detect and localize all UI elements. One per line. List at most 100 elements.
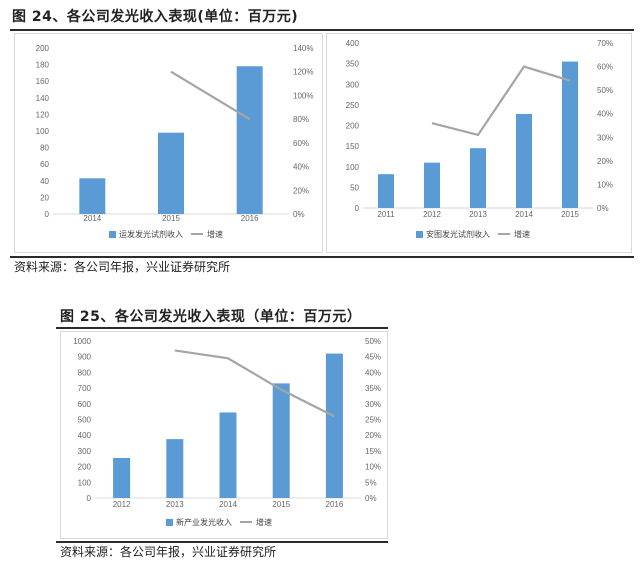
y-tick-label-right: 30% — [365, 400, 381, 409]
bar-2014 — [219, 412, 237, 498]
legend-line-label: 增速 — [256, 517, 272, 527]
bar-2011 — [378, 174, 394, 208]
y-tick-label-right: 15% — [365, 447, 381, 456]
y-tick-label-left: 600 — [78, 400, 92, 409]
y-tick-label-left: 100 — [346, 163, 360, 172]
x-tick-label: 2015 — [272, 500, 290, 509]
y-tick-label-left: 300 — [346, 80, 360, 89]
y-tick-label-right: 60% — [597, 63, 613, 72]
y-tick-label-left: 40 — [40, 177, 49, 186]
y-tick-label-right: 10% — [365, 463, 381, 472]
y-tick-label-left: 400 — [346, 39, 360, 48]
figure-25-title: 图 25、各公司发光收入表现（单位：百万元） — [60, 309, 362, 325]
y-tick-label-right: 100% — [293, 91, 313, 100]
y-tick-label-left: 0 — [355, 204, 360, 213]
y-tick-label-left: 0 — [87, 494, 92, 503]
bar-2013 — [470, 148, 486, 208]
y-tick-label-left: 400 — [78, 431, 92, 440]
figure-24-source: 资料来源：各公司年报，兴业证券研究所 — [14, 260, 231, 274]
y-tick-label-left: 200 — [346, 122, 360, 131]
legend-bar-swatch — [166, 519, 173, 526]
y-tick-label-left: 180 — [36, 61, 50, 70]
bar-2016 — [236, 66, 263, 214]
y-tick-label-left: 200 — [36, 44, 50, 53]
y-tick-label-left: 250 — [346, 101, 360, 110]
y-tick-label-left: 60 — [40, 160, 49, 169]
y-tick-label-left: 500 — [78, 416, 92, 425]
growth-line — [174, 349, 335, 418]
bar-2012 — [424, 162, 440, 208]
growth-line — [431, 65, 571, 137]
y-tick-label-right: 50% — [597, 86, 613, 95]
x-tick-label: 2012 — [423, 210, 441, 219]
y-tick-label-left: 80 — [40, 144, 49, 153]
y-tick-label-right: 5% — [365, 478, 377, 487]
y-tick-label-right: 140% — [293, 44, 313, 53]
y-tick-label-right: 50% — [365, 337, 381, 346]
y-tick-label-left: 140 — [36, 94, 50, 103]
y-tick-label-right: 0% — [597, 204, 609, 213]
chart-panel-3: 0 100 200 300 400 500 600 700 800 900 1000 0% 5% 10% 1… — [60, 331, 388, 539]
y-tick-label-left: 20 — [40, 193, 49, 202]
y-tick-label-left: 100 — [78, 478, 92, 487]
y-tick-label-right: 20% — [365, 431, 381, 440]
chart-panel-1: 0 20 40 60 80 100 120 140 160 180 200 0% 20% 40% 60% 80… — [14, 33, 323, 253]
y-tick-label-right: 45% — [365, 353, 381, 362]
x-tick-label: 2011 — [377, 210, 395, 219]
bar-2014 — [79, 178, 106, 214]
bar-2016 — [325, 353, 343, 498]
y-tick-label-left: 50 — [350, 183, 359, 192]
y-tick-label-left: 100 — [36, 127, 50, 136]
legend-line-label: 增速 — [207, 229, 223, 239]
figure-24-title: 图 24、各公司发光收入表现(单位：百万元) — [12, 9, 299, 25]
figure-24-top-rule — [10, 29, 634, 31]
y-tick-label-left: 900 — [78, 353, 92, 362]
y-tick-label-left: 0 — [45, 210, 50, 219]
y-tick-label-right: 0% — [293, 210, 305, 219]
x-tick-label: 2016 — [241, 214, 259, 223]
x-tick-label: 2016 — [326, 500, 344, 509]
y-tick-label-right: 120% — [293, 68, 313, 77]
growth-line — [170, 70, 251, 121]
legend-bar-label: 安图发光试剂收入 — [426, 229, 490, 239]
legend-bar-swatch — [416, 231, 423, 238]
legend-bar-label: 新产业发光收入 — [176, 517, 232, 527]
x-tick-label: 2013 — [469, 210, 487, 219]
bar-2012 — [113, 457, 131, 498]
legend-line-label: 增速 — [514, 229, 530, 239]
figure-24-bottom-rule — [10, 256, 634, 258]
y-tick-label-left: 300 — [78, 447, 92, 456]
x-tick-label: 2014 — [219, 500, 237, 509]
figure-25-bottom-rule — [56, 541, 388, 543]
x-tick-label: 2015 — [162, 214, 180, 223]
chart-panel-2: 0 50 100 150 200 250 300 350 400 0% 10% 20% 30% 40% 50… — [326, 33, 632, 253]
bar-2015 — [272, 383, 290, 498]
y-tick-label-right: 20% — [597, 157, 613, 166]
x-tick-label: 2013 — [166, 500, 184, 509]
bar-2015 — [158, 132, 184, 214]
y-tick-label-right: 10% — [597, 180, 613, 189]
y-tick-label-left: 350 — [346, 60, 360, 69]
y-tick-label-right: 60% — [293, 139, 309, 148]
y-tick-label-left: 200 — [78, 463, 92, 472]
y-tick-label-right: 40% — [365, 368, 381, 377]
y-tick-label-right: 35% — [365, 384, 381, 393]
y-tick-label-left: 700 — [78, 384, 92, 393]
bar-2013 — [166, 439, 184, 498]
y-tick-label-right: 20% — [293, 186, 309, 195]
y-tick-label-right: 25% — [365, 416, 381, 425]
y-tick-label-right: 70% — [597, 39, 613, 48]
x-tick-label: 2014 — [83, 214, 101, 223]
chart-1: 0 20 40 60 80 100 120 140 160 180 200 0% 20% 40% 60% 80… — [36, 44, 314, 239]
bar-2015 — [562, 61, 578, 208]
y-tick-label-left: 1000 — [73, 337, 91, 346]
y-tick-label-right: 0% — [365, 494, 377, 503]
chart-2: 0 50 100 150 200 250 300 350 400 0% 10% 20% 30% 40% 50… — [346, 39, 613, 239]
y-tick-label-left: 120 — [36, 110, 50, 119]
y-tick-label-left: 800 — [78, 368, 92, 377]
y-tick-label-right: 40% — [293, 163, 309, 172]
x-tick-label: 2014 — [515, 210, 533, 219]
y-tick-label-right: 40% — [597, 110, 613, 119]
chart-3: 0 100 200 300 400 500 600 700 800 900 1000 0% 5% 10% 1… — [73, 337, 381, 527]
y-tick-label-right: 30% — [597, 133, 613, 142]
